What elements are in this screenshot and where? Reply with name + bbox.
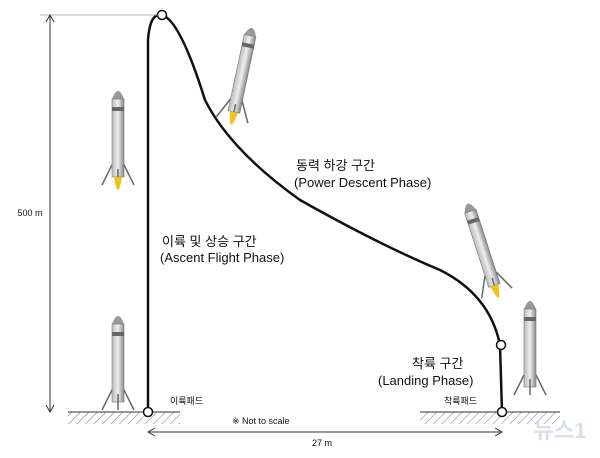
ground <box>420 412 560 424</box>
rocket <box>101 315 135 411</box>
phase-label: 착륙 구간 <box>412 356 463 371</box>
height-label: 500 m <box>17 208 42 218</box>
phase-sublabel: (Power Descent Phase) <box>294 175 431 190</box>
rocket <box>101 90 135 190</box>
rocket <box>451 198 513 300</box>
rocket <box>215 23 269 126</box>
ground <box>68 412 180 424</box>
phase-sublabel: (Ascent Flight Phase) <box>160 250 284 265</box>
pad-label: 착륙패드 <box>444 396 477 406</box>
apex-point <box>156 9 168 21</box>
distance-label: 27 m <box>312 438 332 448</box>
arrowheads <box>146 427 504 437</box>
note: ※ Not to scale <box>232 416 290 426</box>
rocket <box>513 300 547 396</box>
phase-sublabel: (Landing Phase) <box>378 373 473 388</box>
phase-label: 이륙 및 상승 구간 <box>162 234 257 249</box>
trajectory <box>146 13 504 413</box>
takeoff-point <box>142 406 154 418</box>
watermark: 뉴스1 <box>534 418 587 443</box>
landing-start-point <box>495 339 507 351</box>
landing-point <box>496 406 508 418</box>
pad-label: 이륙패드 <box>170 396 203 406</box>
arrowheads <box>45 13 55 414</box>
phase-label: 동력 하강 구간 <box>296 158 375 173</box>
